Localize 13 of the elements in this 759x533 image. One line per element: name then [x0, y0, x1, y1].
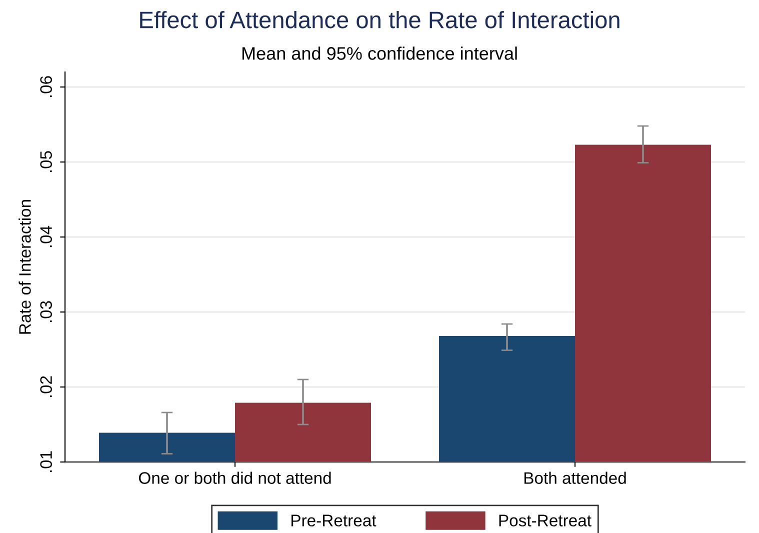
y-axis-title: Rate of Interaction: [18, 200, 31, 334]
x-tick-label: One or both did not attend: [138, 472, 331, 484]
chart-subtitle: Mean and 95% confidence interval: [242, 46, 517, 60]
y-tick-label: .06: [40, 76, 52, 98]
y-tick-label: .03: [40, 301, 52, 322]
legend-label: Post-Retreat: [499, 514, 592, 526]
y-tick-label: .01: [40, 451, 52, 472]
x-tick-label: Both attended: [524, 472, 626, 484]
chart-title: Effect of Attendance on the Rate of Interaction: [140, 10, 620, 28]
legend-label: Pre-Retreat: [292, 514, 376, 526]
y-tick-label: .04: [40, 226, 52, 248]
y-tick-label: .05: [40, 151, 52, 172]
y-tick-label: .02: [40, 376, 52, 398]
